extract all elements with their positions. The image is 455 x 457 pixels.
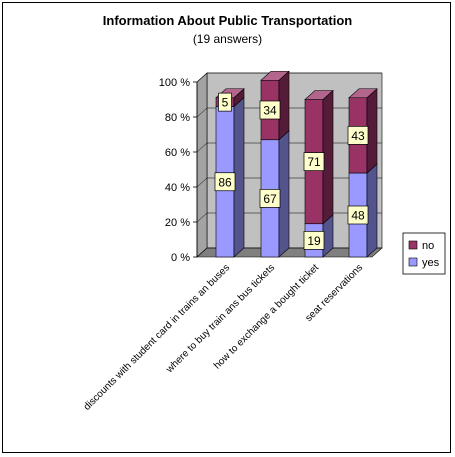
bar-top-no xyxy=(348,88,378,99)
bar-side-yes xyxy=(233,96,245,258)
data-label-box-yes xyxy=(259,189,281,208)
data-label-box-yes xyxy=(214,172,236,192)
bar-side-no xyxy=(278,70,290,141)
bar-side-no xyxy=(366,88,378,174)
side-wall xyxy=(196,72,208,258)
bar-top-no xyxy=(260,70,290,81)
gridline-side xyxy=(196,142,208,153)
data-label-box-yes xyxy=(303,231,325,250)
legend-swatch-no xyxy=(408,240,418,250)
legend-box xyxy=(402,232,446,275)
y-tick-label: 60 % xyxy=(165,147,190,159)
legend-swatch-yes xyxy=(408,257,418,267)
data-label-no: 71 xyxy=(307,155,321,169)
legend-label-yes: yes xyxy=(422,257,440,269)
bar-side-yes xyxy=(366,163,378,258)
data-label-box-yes xyxy=(347,205,369,225)
data-label-box-no xyxy=(218,92,232,112)
data-label-box-no xyxy=(259,100,281,120)
gridline-side xyxy=(196,72,208,83)
data-label-no: 34 xyxy=(263,104,277,118)
gridline-side xyxy=(196,247,208,258)
y-tick-label: 20 % xyxy=(165,217,190,229)
gridline-side xyxy=(196,177,208,188)
y-tick-label: 0 % xyxy=(171,252,190,264)
data-label-box-no xyxy=(347,126,369,145)
y-tick-label: 40 % xyxy=(165,182,190,194)
data-label-yes: 19 xyxy=(307,234,321,248)
data-label-no: 5 xyxy=(222,96,229,110)
bar-top-no xyxy=(304,90,334,100)
bar-side-no xyxy=(322,89,334,225)
gridline-side xyxy=(196,212,208,223)
data-label-yes: 48 xyxy=(351,209,365,223)
chart-subtitle: (19 answers) xyxy=(192,32,263,46)
legend-label-no: no xyxy=(422,240,434,252)
data-label-box-no xyxy=(303,152,325,171)
y-tick-label: 80 % xyxy=(165,112,190,124)
y-tick-label: 100 % xyxy=(159,77,190,89)
chart-title: Information About Public Transportation xyxy=(102,13,353,28)
gridline-side xyxy=(196,107,208,118)
data-label-no: 43 xyxy=(351,129,365,143)
data-label-yes: 67 xyxy=(263,192,277,206)
data-label-yes: 86 xyxy=(218,175,232,189)
bar-side-yes xyxy=(278,130,290,258)
